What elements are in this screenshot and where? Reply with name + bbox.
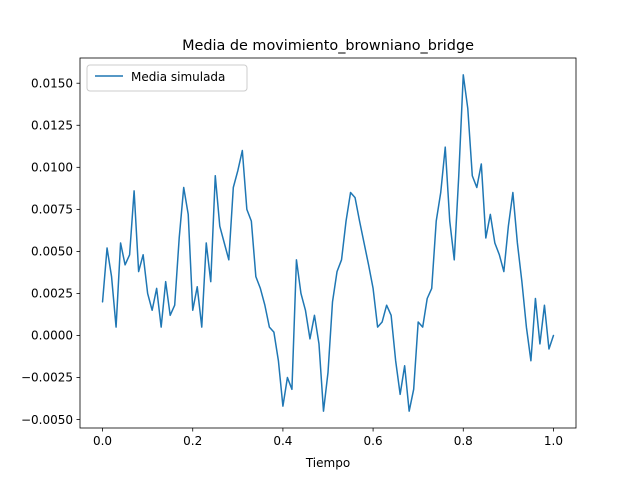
x-tick-label: 0.4 (273, 434, 292, 448)
y-tick-label: 0.0075 (31, 203, 73, 217)
y-tick-label: −0.0050 (21, 413, 73, 427)
x-tick-label: 0.6 (364, 434, 383, 448)
y-tick-label: 0.0100 (31, 161, 73, 175)
plot-area (79, 57, 577, 429)
x-tick-label: 0.0 (93, 434, 112, 448)
x-tick-label: 0.8 (454, 434, 473, 448)
legend-box (86, 64, 248, 92)
y-tick-label: 0.0050 (31, 245, 73, 259)
y-axis: −0.0050 −0.0025 0.0000 0.0025 0.0050 0.0075 0.… (21, 76, 80, 427)
x-tick-label: 1.0 (544, 434, 563, 448)
y-tick-label: 0.0000 (31, 329, 73, 343)
x-axis: 0.0 0.2 0.4 0.6 0.8 1.0 (93, 428, 563, 448)
y-tick-label: 0.0125 (31, 118, 73, 132)
x-tick-label: 0.2 (183, 434, 202, 448)
y-tick-label: 0.0025 (31, 287, 73, 301)
series-line-media-simulada (101, 74, 555, 412)
series-layer (101, 74, 555, 412)
y-tick-label: −0.0025 (21, 371, 73, 385)
legend-label: Media simulada (131, 70, 225, 84)
legend: Media simulada (86, 64, 248, 92)
x-axis-label: Tiempo (305, 456, 350, 470)
y-tick-label: 0.0150 (31, 76, 73, 90)
axes-frame (79, 57, 577, 429)
chart-title: Media de movimiento_browniano_bridge (182, 38, 474, 54)
